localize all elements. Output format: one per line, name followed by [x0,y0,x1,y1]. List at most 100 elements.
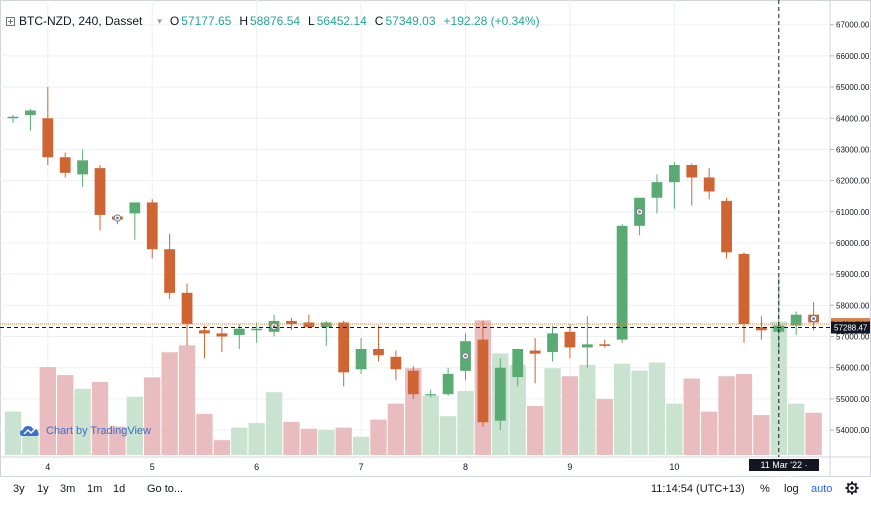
volume-bar [161,352,178,455]
event-marker-dot [116,216,119,220]
y-tick-label: 62000.00 [836,177,870,186]
y-tick-label: 58000.00 [836,301,870,310]
volume-bar [683,378,700,455]
volume-bar [666,403,683,455]
low-label: L [308,14,315,28]
x-tick-label: 5 [150,462,155,472]
candle-body [42,118,54,158]
grid [0,0,871,477]
y-tick-label: 61000.00 [836,208,870,217]
volume-bar [596,399,613,455]
volume-bar [91,381,109,455]
y-tick-label: 60000.00 [836,239,870,248]
range-3y-button[interactable]: 3y [13,483,25,495]
candle-body [233,328,245,335]
x-tick-label: 6 [254,462,259,472]
volume-bar [283,421,300,455]
event-marker-dot [812,317,815,320]
volume-bar [718,376,735,455]
close-label: C [374,14,384,28]
candle-body [390,356,402,370]
candle-body [703,177,715,192]
chart-header: BTC-NZD, 240, Dasset ▾ O 57177.65 H 5887… [6,14,540,28]
volume-bar [370,419,387,455]
crosshair-price-label: 57288.47 [834,324,868,333]
candle-body [355,348,367,370]
candle-body [790,314,802,326]
volume-bar [526,405,544,455]
crosshair-price-badge [831,321,870,334]
candle-body [773,325,785,332]
volume-bar [613,363,631,455]
y-tick-label: 55000.00 [836,395,870,404]
candle-body [512,348,524,378]
volume-bar [335,427,352,455]
volume-bar [631,370,648,455]
volume-bar [735,373,753,455]
overlays: 57435.2657288.47 [0,0,870,457]
candle-body [651,182,663,198]
y-tick-label: 66000.00 [836,52,870,61]
candle-body [199,330,210,334]
volume-bar [439,416,457,455]
volume-bar [544,368,561,455]
range-3m-button[interactable]: 3m [60,483,76,495]
volume-bar [126,396,144,455]
high-value: 58876.54 [249,14,301,28]
x-tick-label: 7 [359,462,364,472]
goto-button[interactable]: Go to... [147,483,184,495]
tradingview-watermark[interactable]: Chart by TradingView [20,424,151,438]
event-marker-dot [638,210,641,214]
log-toggle[interactable]: log [784,483,799,495]
y-tick-label: 64000.00 [836,114,870,123]
volume-bar [196,413,213,455]
volume-bar [74,388,91,455]
volume-bar [805,412,822,455]
y-tick-label: 65000.00 [836,83,870,92]
volume-bar [144,377,161,455]
volume-bar [22,429,39,455]
candle-body [755,327,767,331]
volume-bar [700,411,718,455]
open-value: 57177.65 [181,14,232,28]
candle-body [373,348,384,356]
candle-body [129,202,141,214]
gear-icon[interactable] [845,481,859,495]
expand-icon[interactable] [6,16,15,26]
volume-bar [509,364,526,455]
auto-scale-toggle[interactable]: auto [811,483,833,495]
clock-label[interactable]: 11:14:54 (UTC+13) [651,483,745,495]
markers [113,208,818,360]
volume-bar [422,395,439,455]
candle-body [494,367,506,421]
volume-bar [178,345,196,455]
volume-bar [4,411,22,455]
volume-bar [300,428,318,455]
chevron-down-icon[interactable]: ▾ [157,15,162,26]
range-1d-button[interactable]: 1d [113,483,126,495]
candle-body [564,331,576,348]
x-tick-label: 9 [567,462,572,472]
volume-bar [648,362,666,455]
range-1m-button[interactable]: 1m [87,483,103,495]
candle-body [94,168,106,215]
percent-toggle[interactable]: % [760,483,770,495]
candle-body [668,165,680,183]
price-axis: 67000.00 66000.00 65000.00 64000.00 63000.00… [830,21,870,435]
volume-bar [579,364,596,455]
symbol-title[interactable]: BTC-NZD, 240, Dasset [19,14,143,28]
candle-body [77,160,89,175]
x-tick-label: 10 [669,462,679,472]
volume-bar [457,391,474,455]
candle-body [338,322,350,373]
volume-bar [39,367,56,455]
candle-body [547,333,558,353]
range-1y-button[interactable]: 1y [37,483,49,495]
candle-body [721,200,732,253]
bottom-toolbar: 3y 1y 3m 1m 1d Go to... 11:14:54 (UTC+13… [0,477,871,501]
volume-bar [753,415,770,455]
volume-bar [57,375,74,455]
candle-body [407,370,419,395]
candle-body [599,344,611,346]
